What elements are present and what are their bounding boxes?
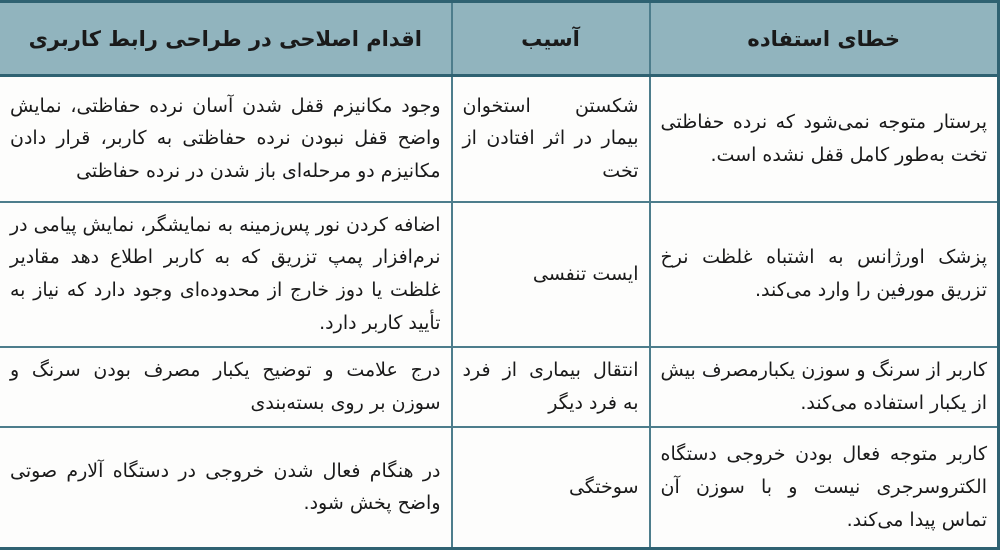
cell-harm: ایست تنفسی	[450, 200, 651, 348]
table-row: پزشک اورژانس به اشتباه غلظت نرخ تزریق مو…	[0, 200, 1000, 348]
cell-usage-error: کاربر از سرنگ و سوزن یکبارمصرف بیش از یک…	[648, 345, 1000, 428]
cell-corrective-action: وجود مکانیزم قفل شدن آسان نرده حفاظتی، ن…	[0, 74, 453, 203]
column-header-harm: آسیب	[450, 0, 651, 77]
column-header-corrective-action: اقدام اصلاحی در طراحی رابط کاربری	[0, 0, 453, 77]
column-header-usage-error: خطای استفاده	[648, 0, 1000, 77]
cell-harm: سوختگی	[450, 425, 651, 550]
cell-usage-error: کاربر متوجه فعال بودن خروجی دستگاه الکتر…	[648, 425, 1000, 550]
table-body: پرستار متوجه نمی‌شود که نرده حفاظتی تخت …	[0, 74, 1000, 550]
cell-harm: انتقال بیماری از فرد به فرد دیگر	[450, 345, 651, 428]
cell-corrective-action: در هنگام فعال شدن خروجی در دستگاه آلارم …	[0, 425, 453, 550]
cell-corrective-action: اضافه کردن نور پس‌زمینه به نمایشگر، نمای…	[0, 200, 453, 348]
table-header: خطای استفاده آسیب اقدام اصلاحی در طراحی …	[0, 0, 1000, 77]
table-row: کاربر از سرنگ و سوزن یکبارمصرف بیش از یک…	[0, 345, 1000, 428]
header-row: خطای استفاده آسیب اقدام اصلاحی در طراحی …	[0, 0, 1000, 77]
cell-usage-error: پرستار متوجه نمی‌شود که نرده حفاظتی تخت …	[648, 74, 1000, 203]
cell-usage-error: پزشک اورژانس به اشتباه غلظت نرخ تزریق مو…	[648, 200, 1000, 348]
cell-harm: شکستن استخوان بیمار در اثر افتادن از تخت	[450, 74, 651, 203]
cell-corrective-action: درج علامت و توضیح یکبار مصرف بودن سرنگ و…	[0, 345, 453, 428]
table-row: کاربر متوجه فعال بودن خروجی دستگاه الکتر…	[0, 425, 1000, 550]
table-row: پرستار متوجه نمی‌شود که نرده حفاظتی تخت …	[0, 74, 1000, 203]
